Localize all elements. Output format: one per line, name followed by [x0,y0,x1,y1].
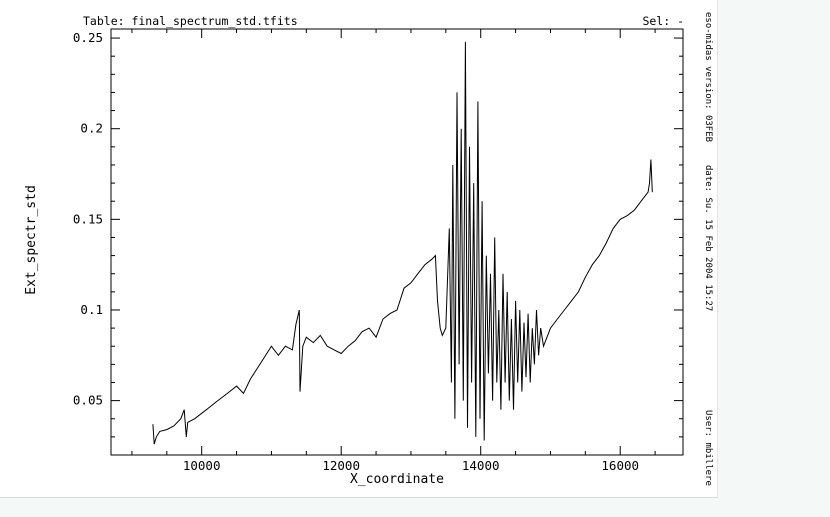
x-tick-label: 14000 [462,458,500,473]
selection-label: Sel: - [642,14,684,28]
date-info: date: Su. 15 Feb 2004 15:27 [703,165,713,311]
y-tick-label: 0.15 [73,211,103,226]
version-info: eso-midas version: 03FEB [703,12,713,142]
panel-divider-vertical [717,0,718,497]
y-tick-label: 0.05 [73,393,103,408]
y-tick-label: 0.1 [80,302,103,317]
x-tick-label: 16000 [601,458,639,473]
y-tick-label: 0.2 [80,121,103,136]
table-label: Table: final_spectrum_std.tfits [83,14,298,28]
panel-divider-horizontal [0,497,718,498]
user-info: User: mbillere [703,410,713,486]
y-axis-ticks: 0.05 0.1 0.15 0.2 0.25 [73,30,683,456]
x-tick-label: 12000 [322,458,360,473]
plot-panel [0,0,718,497]
x-axis-label: X_coordinate [350,472,444,487]
x-tick-label: 10000 [183,458,221,473]
y-axis-label: Ext_spectr_std [24,185,39,295]
y-tick-label: 0.25 [73,30,103,45]
plot-frame [110,28,684,456]
x-axis-ticks: 10000 12000 14000 16000 [131,29,656,473]
spectrum-series-line [152,41,653,445]
